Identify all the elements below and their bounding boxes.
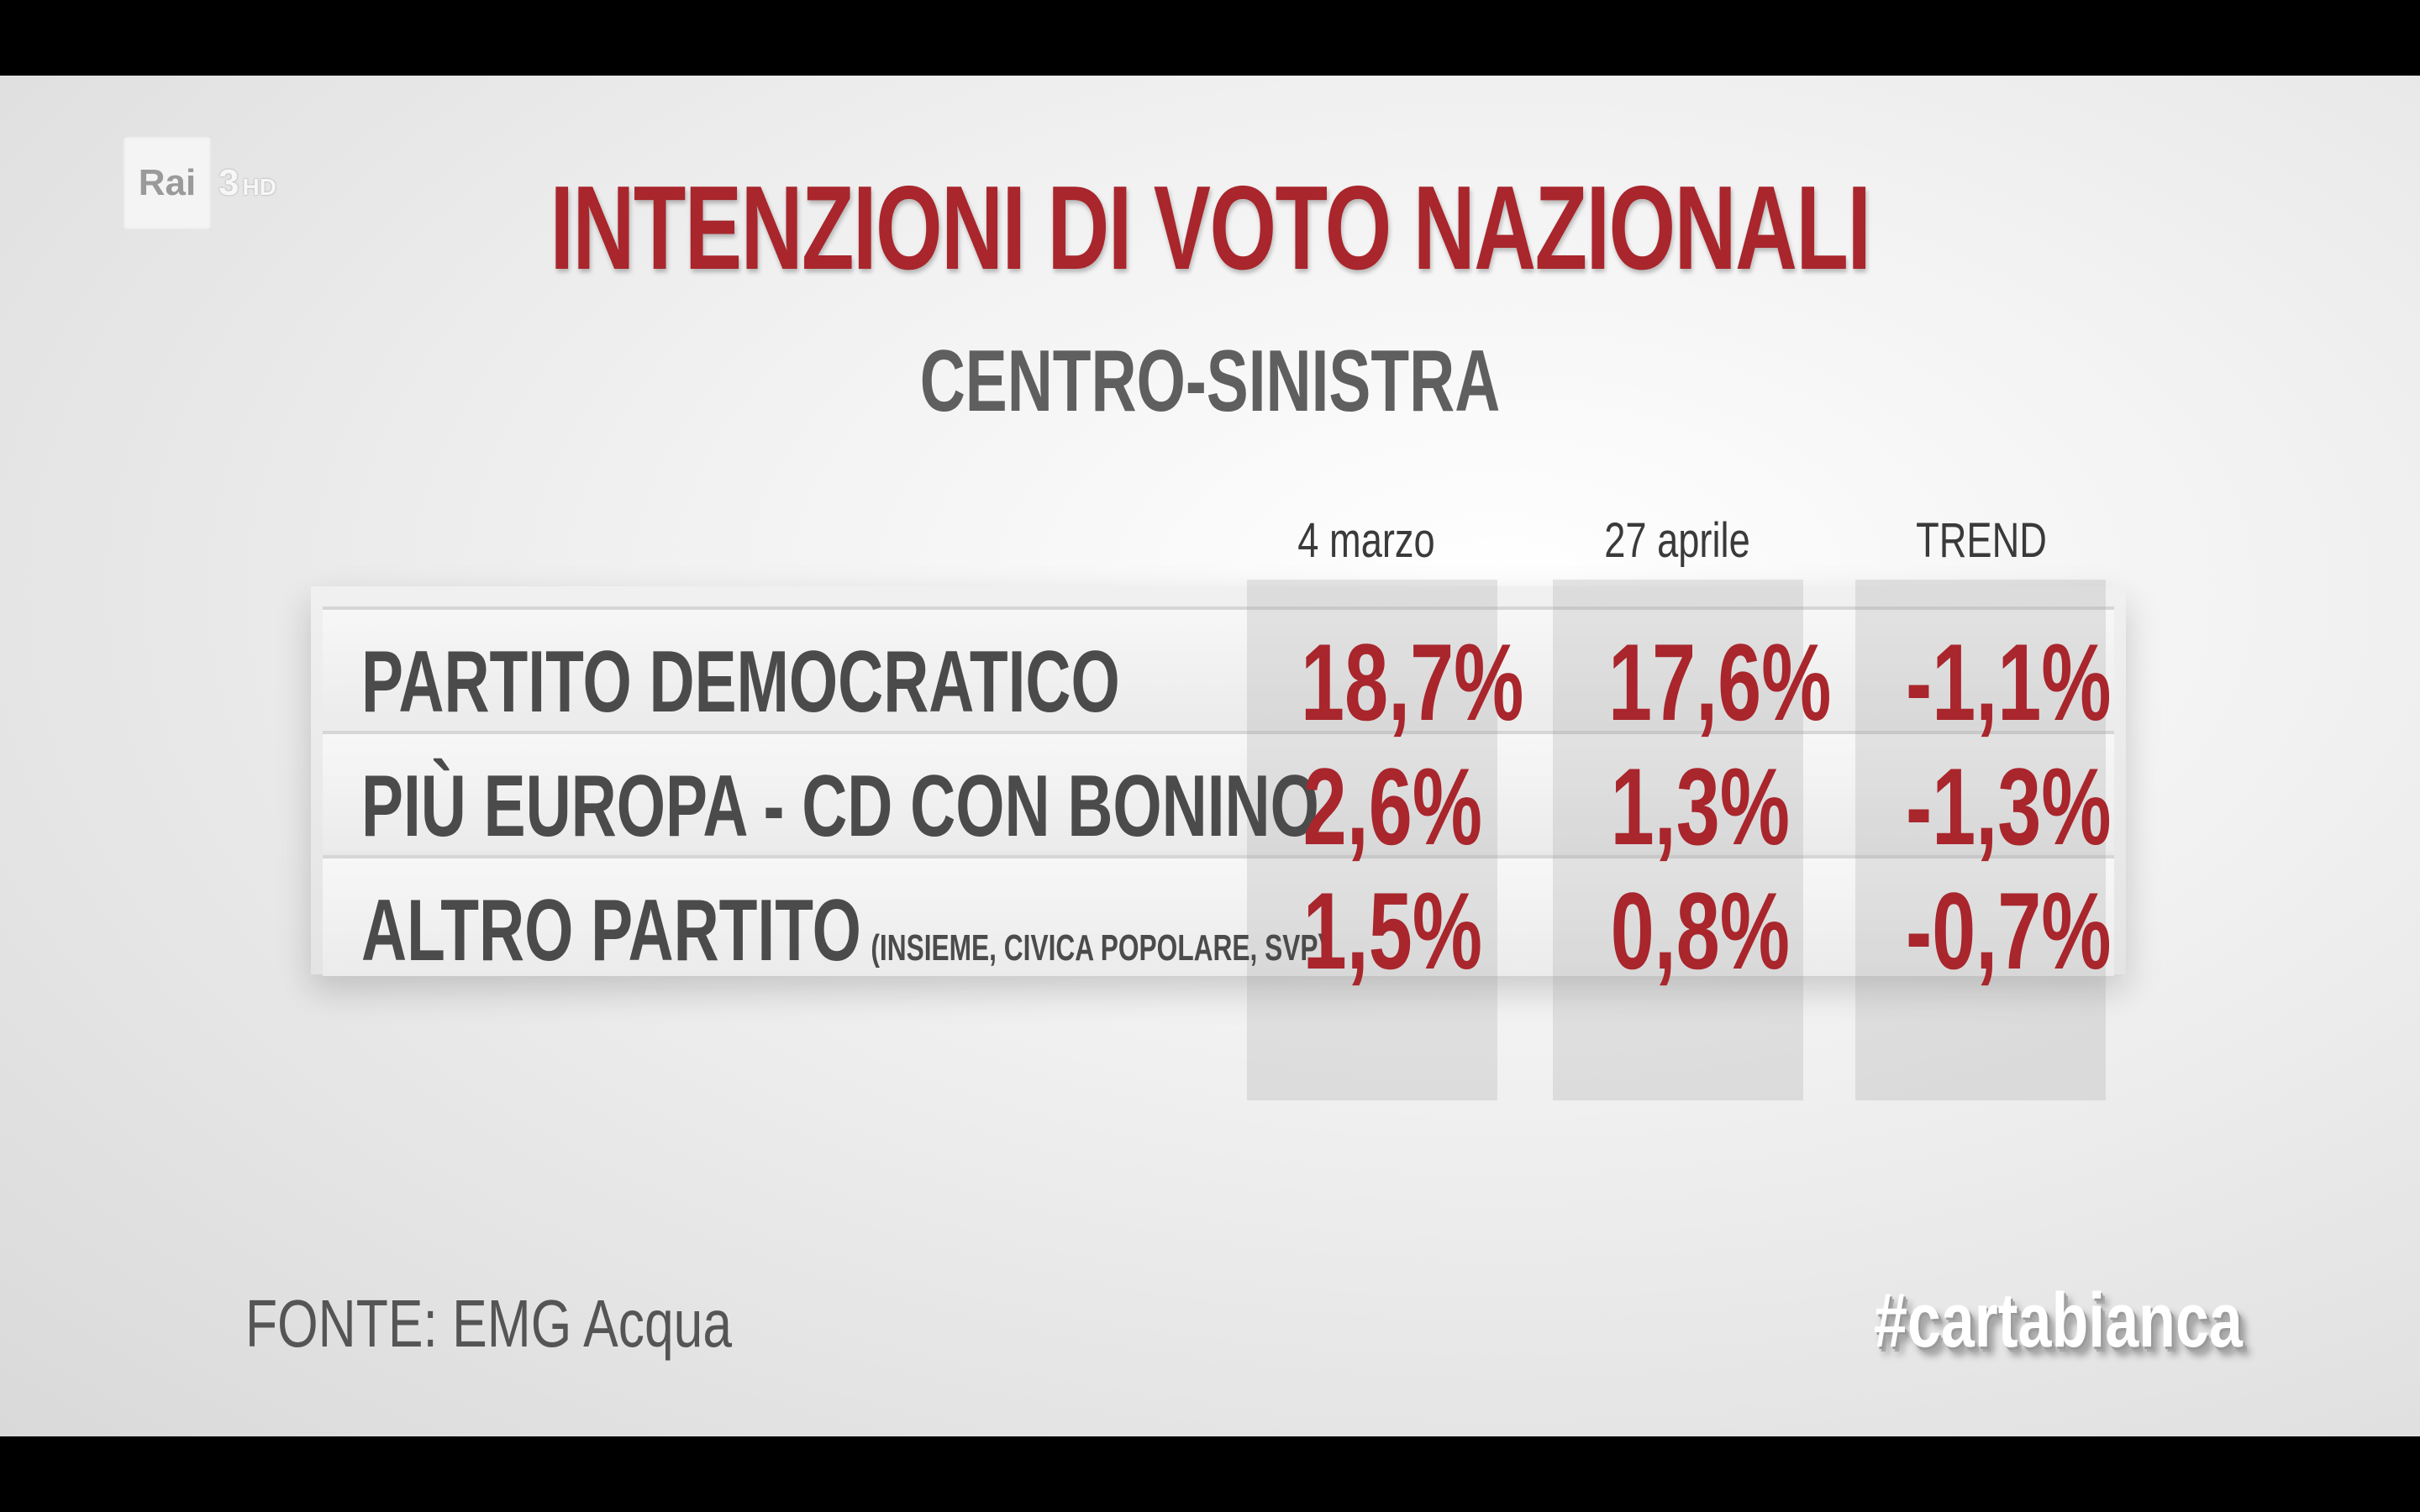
channel-logo-box: Rai — [123, 136, 212, 230]
chart-subtitle: CENTRO-SINISTRA — [919, 333, 1501, 430]
column-shade-27-aprile — [1553, 580, 1803, 1100]
cell-altro-4-marzo: 1,5% — [1302, 869, 1482, 992]
row-label-piu-europa: PIÙ EUROPA - CD CON BONINO — [361, 758, 1319, 855]
row-note-altro-partito: (INSIEME, CIVICA POPOLARE, SVP) — [871, 927, 1328, 969]
column-header-trend: TREND — [1916, 513, 2047, 568]
broadcast-screen: Rai 3 HD INTENZIONI DI VOTO NAZIONALI CE… — [0, 76, 2420, 1436]
cell-piu-europa-4-marzo: 2,6% — [1302, 745, 1482, 868]
cell-piu-europa-27-aprile: 1,3% — [1610, 745, 1790, 868]
row-label-partito-democratico: PARTITO DEMOCRATICO — [361, 633, 1120, 731]
cell-altro-27-aprile: 0,8% — [1610, 869, 1790, 992]
chart-title: INTENZIONI DI VOTO NAZIONALI — [550, 161, 1871, 295]
cell-piu-europa-trend: -1,3% — [1906, 745, 2112, 868]
channel-logo: Rai 3 HD — [123, 136, 276, 230]
column-shade-trend — [1855, 580, 2106, 1100]
column-shade-4-marzo — [1247, 580, 1497, 1100]
cell-pd-trend: -1,1% — [1906, 621, 2112, 743]
channel-hd-badge: HD — [242, 174, 276, 200]
column-header-27-aprile: 27 aprile — [1604, 513, 1750, 568]
cell-pd-27-aprile: 17,6% — [1608, 621, 1832, 743]
table-row — [323, 731, 2114, 852]
column-header-4-marzo: 4 marzo — [1297, 513, 1435, 568]
row-label-altro-partito: ALTRO PARTITO (INSIEME, CIVICA POPOLARE, … — [361, 882, 1328, 979]
table-row — [323, 855, 2114, 976]
show-hashtag: #cartabianca — [1874, 1278, 2243, 1363]
table-row — [323, 606, 2114, 727]
source-label: FONTE: EMG Acqua — [245, 1286, 733, 1361]
cell-pd-4-marzo: 18,7% — [1301, 621, 1524, 743]
cell-altro-trend: -0,7% — [1906, 869, 2112, 992]
channel-number: 3 — [218, 162, 239, 203]
